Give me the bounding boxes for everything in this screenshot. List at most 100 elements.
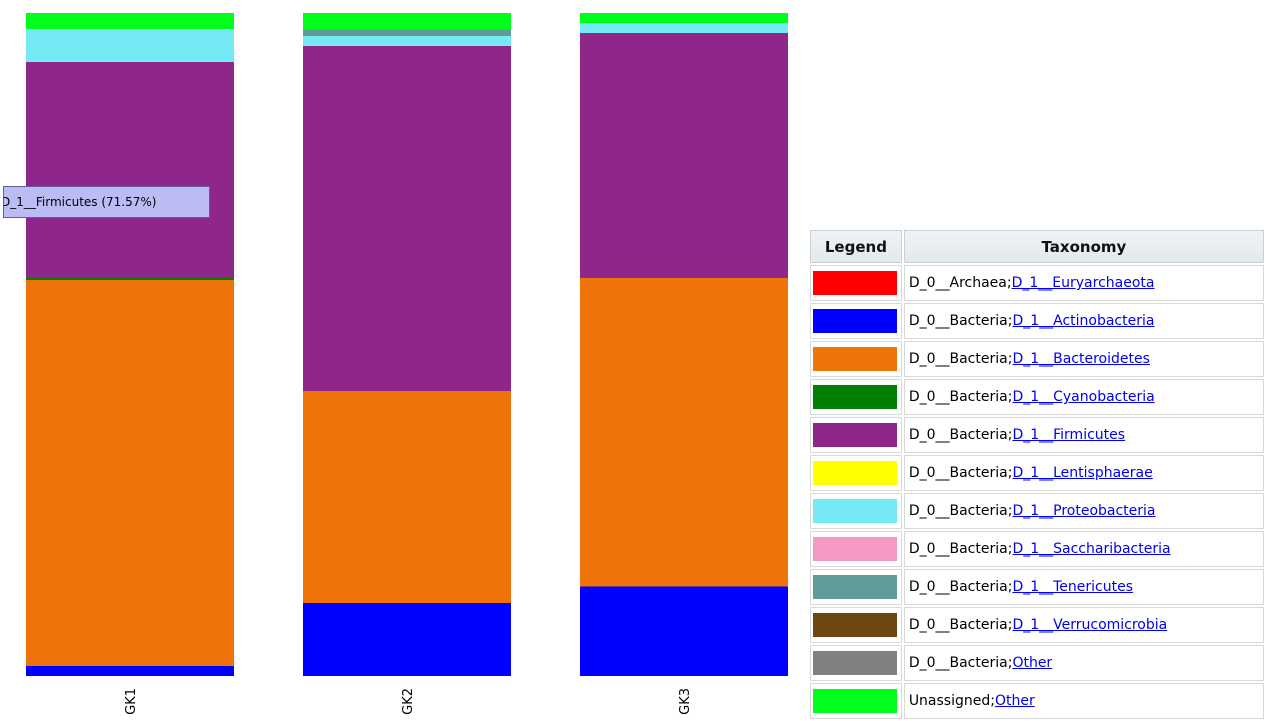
legend-color-swatch	[813, 689, 897, 713]
legend-taxonomy-cell: D_0__Bacteria;D_1__Bacteroidetes	[903, 341, 1264, 377]
legend-swatch-cell	[810, 455, 902, 491]
bar-segment-gk2-2[interactable]	[303, 390, 511, 604]
legend-swatch-cell	[810, 645, 902, 681]
taxonomy-link[interactable]: Other	[994, 693, 1035, 709]
legend-row: D_0__Bacteria;D_1__Saccharibacteria	[810, 531, 1264, 567]
taxonomy-prefix: D_0__Bacteria;	[908, 351, 1013, 367]
legend-rows: D_0__Archaea;D_1__Euryarchaeota D_0__Bact…	[810, 265, 1264, 719]
taxonomy-link[interactable]: Other	[1012, 655, 1053, 671]
legend-taxonomy-cell: D_0__Bacteria;D_1__Proteobacteria	[903, 493, 1264, 529]
taxonomy-prefix: D_0__Bacteria;	[908, 655, 1013, 671]
legend-taxonomy-cell: D_0__Bacteria;D_1__Saccharibacteria	[903, 531, 1264, 567]
taxonomy-link[interactable]: D_1__Euryarchaeota	[1011, 275, 1155, 291]
legend-color-swatch	[813, 423, 897, 447]
stacked-bar-chart: GK1 GK2 GK3	[26, 13, 788, 715]
legend-color-swatch	[813, 385, 897, 409]
taxonomy-link[interactable]: D_1__Verrucomicrobia	[1012, 617, 1168, 633]
bar-segment-gk1-1[interactable]	[26, 666, 234, 676]
taxonomy-prefix: D_0__Bacteria;	[908, 313, 1013, 329]
taxonomy-link[interactable]: D_1__Tenericutes	[1012, 579, 1134, 595]
legend-color-swatch	[813, 575, 897, 599]
legend-taxonomy-cell: D_0__Bacteria;D_1__Actinobacteria	[903, 303, 1264, 339]
legend-row: D_0__Bacteria;D_1__Bacteroidetes	[810, 341, 1264, 377]
legend-taxonomy-cell: D_0__Bacteria;D_1__Lentisphaerae	[903, 455, 1264, 491]
taxonomy-link[interactable]: D_1__Proteobacteria	[1012, 503, 1156, 519]
taxonomy-prefix: D_0__Bacteria;	[908, 579, 1013, 595]
taxonomy-prefix: D_0__Bacteria;	[908, 541, 1013, 557]
x-tick-label-gk2: GK2	[401, 688, 416, 715]
legend-color-swatch	[813, 613, 897, 637]
legend-color-swatch	[813, 651, 897, 675]
legend-taxonomy-cell: D_0__Archaea;D_1__Euryarchaeota	[903, 265, 1264, 301]
legend-row: D_0__Bacteria;D_1__Lentisphaerae	[810, 455, 1264, 491]
legend-taxonomy-cell: D_0__Bacteria;Other	[903, 645, 1264, 681]
x-tick-label-gk1: GK1	[124, 688, 139, 715]
legend-swatch-cell	[810, 531, 902, 567]
legend-color-swatch	[813, 499, 897, 523]
legend-taxonomy-cell: D_0__Bacteria;D_1__Tenericutes	[903, 569, 1264, 605]
bar-segment-gk1-2[interactable]	[26, 280, 234, 667]
legend-table: Legend Taxonomy D_0__Archaea;D_1__Euryar…	[808, 228, 1266, 721]
legend-color-swatch	[813, 309, 897, 333]
bar-segment-gk2-4[interactable]	[303, 46, 511, 391]
legend-swatch-cell	[810, 265, 902, 301]
legend-taxonomy-cell: D_0__Bacteria;D_1__Verrucomicrobia	[903, 607, 1264, 643]
legend-row: D_0__Bacteria;D_1__Cyanobacteria	[810, 379, 1264, 415]
taxonomy-link[interactable]: D_1__Lentisphaerae	[1012, 465, 1153, 481]
taxonomy-prefix: D_0__Bacteria;	[908, 465, 1013, 481]
bar-segment-gk1-4[interactable]	[26, 62, 234, 278]
legend-swatch-cell	[810, 303, 902, 339]
bar-segment-gk3-2[interactable]	[580, 278, 788, 587]
taxonomy-link[interactable]: D_1__Bacteroidetes	[1012, 351, 1150, 367]
legend-color-swatch	[813, 271, 897, 295]
legend-swatch-cell	[810, 493, 902, 529]
taxonomy-link[interactable]: D_1__Firmicutes	[1012, 427, 1126, 443]
tooltip-text: D_1__Firmicutes (71.57%)	[3, 195, 157, 209]
legend-row: Unassigned;Other	[810, 683, 1264, 719]
legend-swatch-cell	[810, 379, 902, 415]
taxonomy-prefix: Unassigned;	[908, 693, 995, 709]
legend-column-header: Legend	[810, 230, 902, 263]
bar-gk1[interactable]	[26, 13, 234, 676]
bar-segment-gk2-1[interactable]	[303, 603, 511, 676]
taxonomy-link[interactable]: D_1__Cyanobacteria	[1012, 389, 1155, 405]
taxonomy-prefix: D_0__Bacteria;	[908, 427, 1013, 443]
bar-segment-gk2-6[interactable]	[303, 36, 511, 47]
bar-segment-gk3-6[interactable]	[580, 22, 788, 33]
taxonomy-column-header: Taxonomy	[903, 230, 1264, 263]
taxonomy-link[interactable]: D_1__Actinobacteria	[1012, 313, 1155, 329]
bar-segment-gk3-11[interactable]	[580, 13, 788, 23]
taxonomy-prefix: D_0__Bacteria;	[908, 389, 1013, 405]
legend-row: D_0__Bacteria;D_1__Tenericutes	[810, 569, 1264, 605]
legend-taxonomy-cell: D_0__Bacteria;D_1__Firmicutes	[903, 417, 1264, 453]
legend-swatch-cell	[810, 607, 902, 643]
bar-segment-gk3-1[interactable]	[580, 586, 788, 676]
legend-swatch-cell	[810, 683, 902, 719]
legend-swatch-cell	[810, 417, 902, 453]
legend-color-swatch	[813, 537, 897, 561]
legend-color-swatch	[813, 347, 897, 371]
bar-segment-gk2-8[interactable]	[303, 29, 511, 37]
bar-segment-gk3-4[interactable]	[580, 32, 788, 279]
bar-gk2[interactable]	[303, 13, 511, 676]
taxonomy-link[interactable]: D_1__Saccharibacteria	[1012, 541, 1171, 557]
legend-panel: Legend Taxonomy D_0__Archaea;D_1__Euryar…	[808, 228, 1266, 721]
x-tick-label-gk3: GK3	[678, 688, 693, 715]
legend-swatch-cell	[810, 341, 902, 377]
bar-segment-gk1-11[interactable]	[26, 13, 234, 29]
taxonomy-prefix: D_0__Bacteria;	[908, 503, 1013, 519]
legend-row: D_0__Bacteria;D_1__Actinobacteria	[810, 303, 1264, 339]
taxonomy-prefix: D_0__Archaea;	[908, 275, 1012, 291]
legend-taxonomy-cell: Unassigned;Other	[903, 683, 1264, 719]
taxonomy-prefix: D_0__Bacteria;	[908, 617, 1013, 633]
legend-header-row: Legend Taxonomy	[810, 230, 1264, 263]
legend-row: D_0__Bacteria;D_1__Proteobacteria	[810, 493, 1264, 529]
bar-segment-gk2-11[interactable]	[303, 13, 511, 30]
legend-taxonomy-cell: D_0__Bacteria;D_1__Cyanobacteria	[903, 379, 1264, 415]
bar-segment-gk1-3[interactable]	[26, 277, 234, 281]
legend-color-swatch	[813, 461, 897, 485]
bar-segment-gk1-6[interactable]	[26, 28, 234, 63]
legend-row: D_0__Bacteria;Other	[810, 645, 1264, 681]
bar-gk3[interactable]	[580, 13, 788, 676]
legend-row: D_0__Bacteria;D_1__Firmicutes	[810, 417, 1264, 453]
